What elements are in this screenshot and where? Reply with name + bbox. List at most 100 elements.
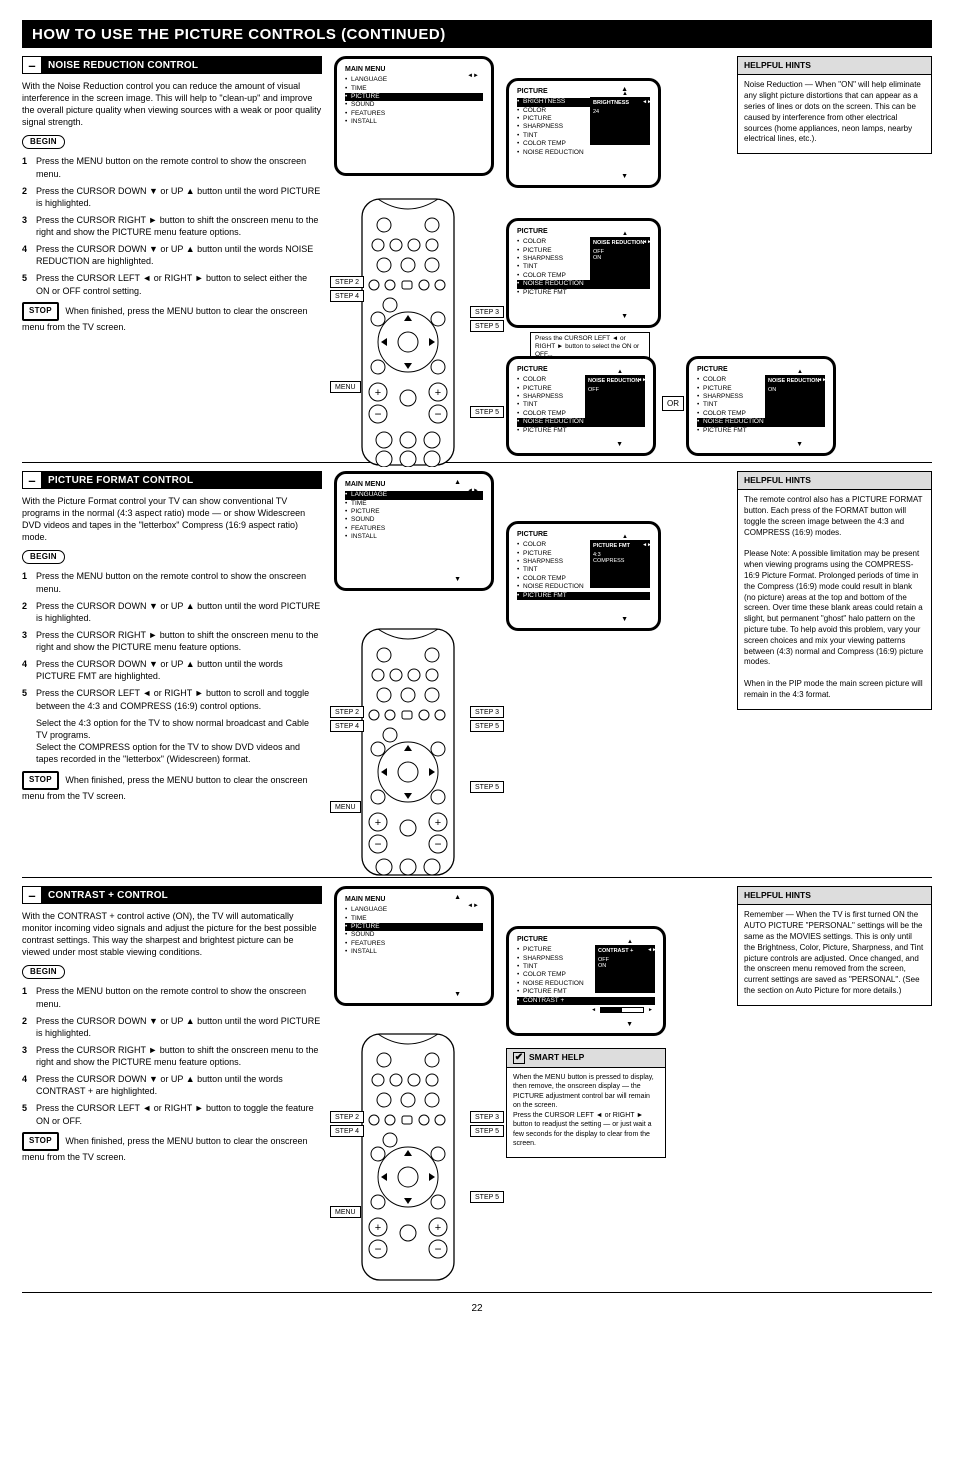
begin-row: BEGIN xyxy=(22,965,322,980)
helpful-hints-body: The remote control also has a PICTURE FO… xyxy=(738,490,931,708)
section-title: NOISE REDUCTION CONTROL xyxy=(42,56,322,74)
tv-main-menu: MAIN MENU LANGUAGE TIME PICTURE SOUND FE… xyxy=(334,56,494,176)
arrow-rl-icon: ◄► xyxy=(817,377,827,383)
select-block: ▲ CONTRAST + OFF ON ◄► xyxy=(595,945,655,993)
step-1: 1Press the MENU button on the remote con… xyxy=(22,570,322,594)
begin-badge: BEGIN xyxy=(22,135,65,150)
step-2: 2Press the CURSOR DOWN ▼ or UP ▲ button … xyxy=(22,185,322,209)
tv-noise-off: PICTURE COLOR PICTURE SHARPNESS TINT COL… xyxy=(506,356,656,456)
step-4: 4Press the CURSOR DOWN ▼ or UP ▲ button … xyxy=(22,243,322,267)
smart-help-body: When the MENU button is pressed to displ… xyxy=(507,1068,665,1157)
callout-menu: MENU xyxy=(330,801,361,813)
stop-badge: STOP xyxy=(22,1132,59,1151)
callout-step3: STEP 3 xyxy=(470,706,504,718)
chevron-up-icon: ▲ xyxy=(627,939,633,946)
svg-text:+: + xyxy=(375,387,381,399)
callout-step2: STEP 2 xyxy=(330,276,364,288)
or-label: OR xyxy=(662,396,684,411)
smart-help-head: ✔ SMART HELP xyxy=(507,1049,665,1068)
chevron-down-icon: ▼ xyxy=(616,440,623,449)
callout-step5b: STEP 5 xyxy=(470,781,504,793)
arrow-rl-icon: ◄► xyxy=(467,903,479,911)
arrow-rl-icon: ◄► xyxy=(642,99,652,105)
helpful-hints-head: HELPFUL HINTS xyxy=(738,57,931,75)
svg-text:−: − xyxy=(374,407,381,421)
tv-picture-fmt: PICTURE COLOR PICTURE SHARPNESS TINT COL… xyxy=(506,521,661,631)
tv-contrast-plus: PICTURE PICTURE SHARPNESS TINT COLOR TEM… xyxy=(506,926,666,1036)
chevron-up-icon: ▲ xyxy=(621,85,628,94)
arrow-rl-icon: ◄► xyxy=(467,488,479,496)
intro-text: With the CONTRAST + control active (ON),… xyxy=(22,910,322,959)
section-picture-format: – PICTURE FORMAT CONTROL With the Pictur… xyxy=(22,471,932,878)
helpful-hints-box: HELPFUL HINTS Noise Reduction — When "ON… xyxy=(737,56,932,154)
chevron-up-icon: ▲ xyxy=(617,369,623,376)
section-contrast-plus: – CONTRAST + CONTROL With the CONTRAST +… xyxy=(22,886,932,1293)
section-tab: – xyxy=(22,471,42,489)
callout-step4: STEP 4 xyxy=(330,720,364,732)
stop-row: STOP When finished, press the MENU butto… xyxy=(22,1132,322,1163)
callout-step5: STEP 5 xyxy=(470,320,504,332)
step-5: 5Press the CURSOR LEFT ◄ or RIGHT ► butt… xyxy=(22,1102,322,1126)
chevron-down-icon: ▼ xyxy=(454,990,461,999)
arrow-rl-icon: ◄► xyxy=(642,239,652,245)
slider: ◄ ► xyxy=(591,1007,653,1014)
chevron-down-icon: ▼ xyxy=(626,1020,633,1029)
helpful-hints-box: HELPFUL HINTS Remember — When the TV is … xyxy=(737,886,932,1006)
begin-badge: BEGIN xyxy=(22,965,65,980)
chevron-up-icon: ▲ xyxy=(454,893,461,902)
svg-text:−: − xyxy=(374,1242,381,1256)
chevron-down-icon: ▼ xyxy=(621,615,628,624)
svg-text:+: + xyxy=(435,387,441,399)
intro-text: With the Picture Format control your TV … xyxy=(22,495,322,544)
arrow-right-icon: ◄► xyxy=(467,73,479,81)
callout-step2: STEP 2 xyxy=(330,1111,364,1123)
page-title: HOW TO USE THE PICTURE CONTROLS (CONTINU… xyxy=(32,26,446,43)
remote-illustration: + + − − xyxy=(348,1032,468,1282)
begin-row: BEGIN xyxy=(22,135,322,150)
step-3: 3Press the CURSOR RIGHT ► button to shif… xyxy=(22,629,322,653)
helpful-hints-body: Noise Reduction — When "ON" will help el… xyxy=(738,75,931,153)
callout-step5b: STEP 5 xyxy=(470,406,504,418)
step-2: 2Press the CURSOR DOWN ▼ or UP ▲ button … xyxy=(22,1015,322,1039)
svg-text:−: − xyxy=(434,407,441,421)
section-title: CONTRAST + CONTROL xyxy=(42,886,322,904)
helpful-hints-head: HELPFUL HINTS xyxy=(738,472,931,490)
select-block: ▲ PICTURE FMT 4:3 COMPRESS ◄► xyxy=(590,540,650,588)
chevron-down-icon: ▼ xyxy=(621,172,628,181)
svg-text:+: + xyxy=(435,1222,441,1234)
begin-badge: BEGIN xyxy=(22,550,65,565)
svg-text:+: + xyxy=(375,817,381,829)
stop-badge: STOP xyxy=(22,771,59,790)
chevron-down-icon: ▼ xyxy=(796,440,803,449)
chevron-up-icon: ▲ xyxy=(622,534,628,541)
callout-step5b: STEP 5 xyxy=(470,1191,504,1203)
svg-text:+: + xyxy=(435,817,441,829)
tv-main-menu: MAIN MENU LANGUAGE TIME PICTURE SOUND FE… xyxy=(334,886,494,1006)
chevron-down-icon: ▼ xyxy=(454,575,461,584)
helpful-hints-box: HELPFUL HINTS The remote control also ha… xyxy=(737,471,932,710)
step-2: 2Press the CURSOR DOWN ▼ or UP ▲ button … xyxy=(22,600,322,624)
page-title-bar: HOW TO USE THE PICTURE CONTROLS (CONTINU… xyxy=(22,20,932,48)
section-tab: – xyxy=(22,56,42,74)
check-icon: ✔ xyxy=(513,1052,525,1064)
remote-illustration: + + − − xyxy=(348,627,468,877)
stop-badge: STOP xyxy=(22,302,59,321)
select-block: ▲ NOISE REDUCTION OFF ON ◄► xyxy=(590,237,650,285)
callout-menu: MENU xyxy=(330,381,361,393)
step-5: 5Press the CURSOR LEFT ◄ or RIGHT ► butt… xyxy=(22,687,322,711)
section-title: PICTURE FORMAT CONTROL xyxy=(42,471,322,489)
step-5-note: Select the 4:3 option for the TV to show… xyxy=(22,717,322,766)
intro-text: With the Noise Reduction control you can… xyxy=(22,80,322,129)
smart-help-box: ✔ SMART HELP When the MENU button is pre… xyxy=(506,1048,666,1158)
arrow-rl-icon: ◄► xyxy=(642,542,652,548)
page-number: 22 xyxy=(22,1303,932,1314)
callout-step4: STEP 4 xyxy=(330,290,364,302)
helpful-hints-body: Remember — When the TV is first turned O… xyxy=(738,905,931,1004)
stop-row: STOP When finished, press the MENU butto… xyxy=(22,302,322,333)
step-1: 1Press the MENU button on the remote con… xyxy=(22,985,322,1009)
tv-noise-on: PICTURE COLOR PICTURE SHARPNESS TINT COL… xyxy=(686,356,836,456)
select-block: ▲ BRIGHTNESS 24 ◄► xyxy=(590,97,650,145)
arrow-rl-icon: ◄► xyxy=(637,377,647,383)
tv-picture-brightness: PICTURE BRIGHTNESS COLOR PICTURE SHARPNE… xyxy=(506,78,661,188)
tv-main-menu: MAIN MENU LANGUAGE TIME PICTURE SOUND FE… xyxy=(334,471,494,591)
